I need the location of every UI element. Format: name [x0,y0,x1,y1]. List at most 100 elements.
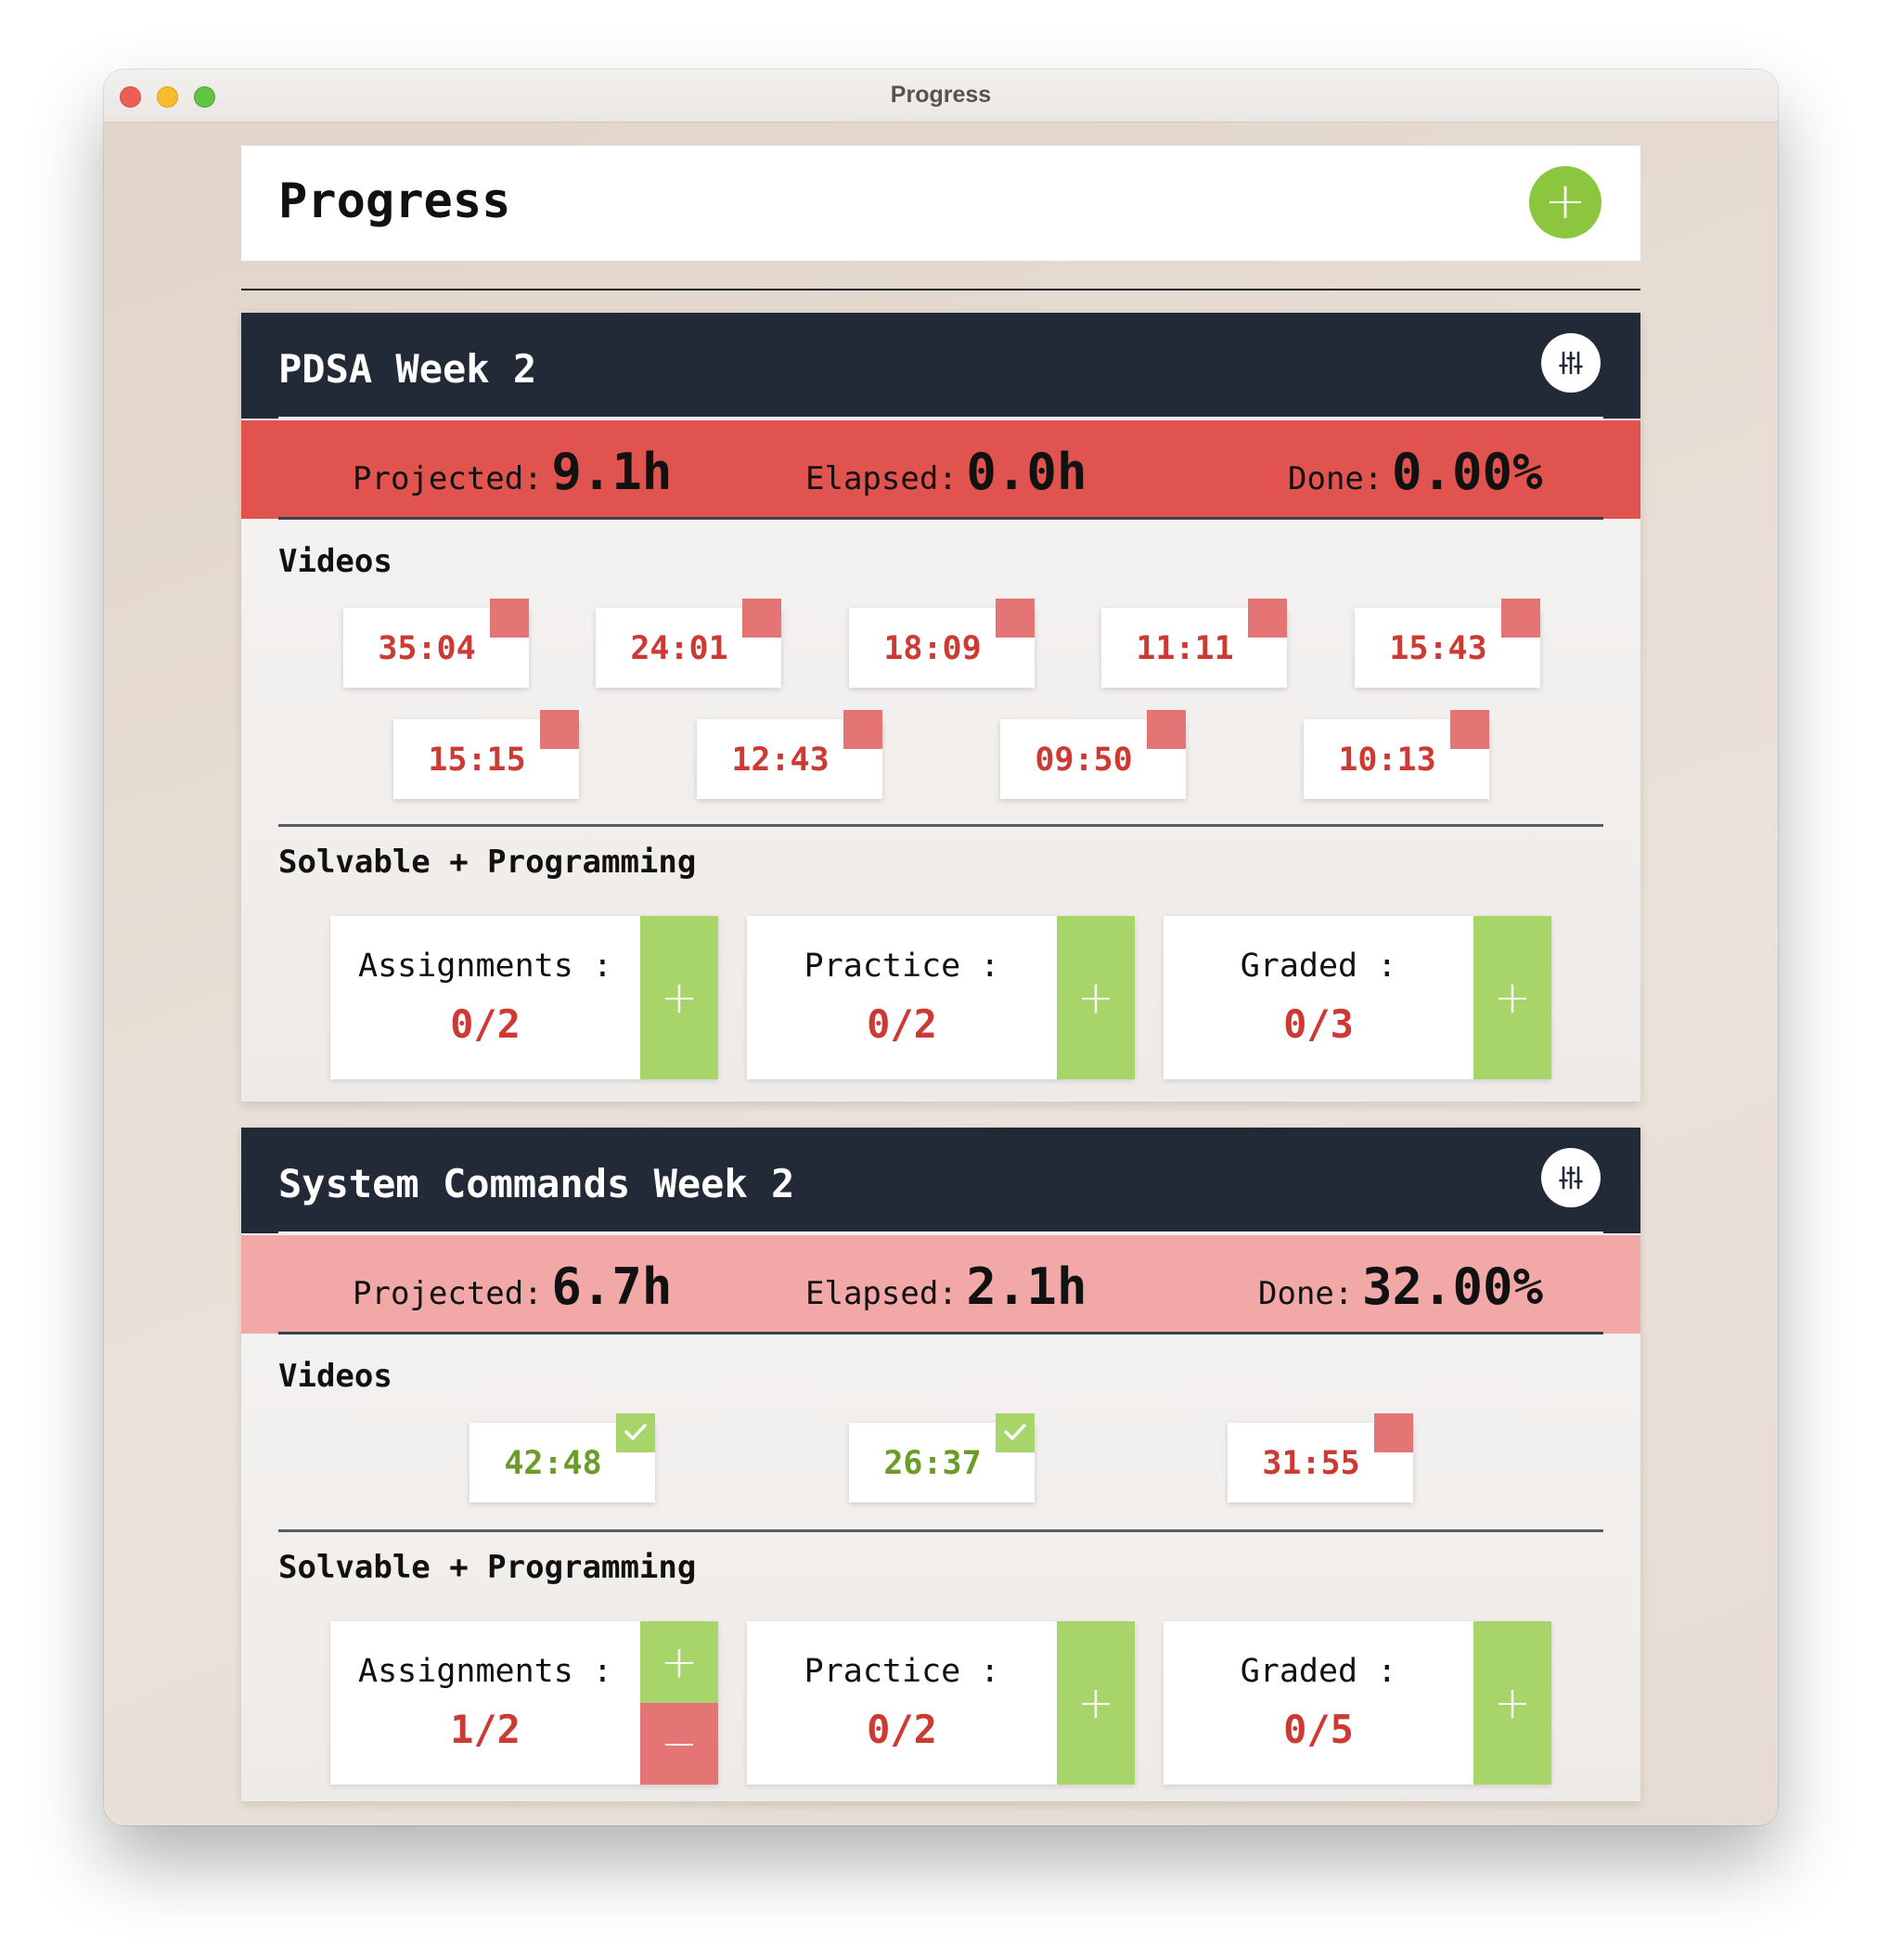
plus-icon: + [1544,172,1587,230]
video-tile[interactable]: 31:55 [1228,1413,1413,1502]
video-tile[interactable]: 15:15 [393,710,579,799]
counter-value: 0/5 [1283,1707,1354,1752]
plus-icon: + [660,1636,699,1688]
graded-counter: Graded : 0/5 + [1164,1621,1551,1785]
counter-value: 0/3 [1283,1001,1354,1047]
video-tile[interactable]: 15:43 [1355,599,1540,688]
increment-button[interactable]: + [1473,916,1551,1079]
video-unwatched-checkbox[interactable] [1450,710,1489,749]
increment-button[interactable]: + [1057,916,1135,1079]
done-stat: Done: 32.00% [1258,1257,1544,1316]
plus-icon: + [1493,972,1532,1024]
video-duration: 35:04 [378,630,476,667]
close-window-button[interactable] [120,86,141,108]
video-tile[interactable]: 10:13 [1304,710,1489,799]
video-unwatched-checkbox[interactable] [1248,599,1287,638]
elapsed-stat: Elapsed: 0.0h [805,443,1087,501]
header-divider [241,289,1640,290]
counter-label: Graded : [1240,1653,1397,1690]
video-duration: 12:43 [731,741,830,779]
course-title: System Commands Week 2 [278,1161,795,1206]
sliders-icon [1559,351,1583,375]
video-unwatched-checkbox[interactable] [540,710,579,749]
counter-label: Practice : [804,948,1000,985]
video-duration: 11:11 [1136,630,1234,667]
video-tile[interactable]: 24:01 [596,599,781,688]
video-duration: 10:13 [1338,741,1436,779]
videos-label: Videos [278,1358,392,1395]
assignments-counter: Assignments : 0/2 + [330,916,718,1079]
video-duration: 18:09 [883,630,982,667]
video-unwatched-checkbox[interactable] [1147,710,1186,749]
video-tile[interactable]: 26:37 [849,1413,1035,1502]
video-duration: 31:55 [1262,1445,1360,1482]
course-card-pdsa: PDSA Week 2 Projected: 9.1h [241,313,1640,1102]
assignments-counter: Assignments : 1/2 + − [330,1621,718,1785]
add-course-button[interactable]: + [1529,166,1601,239]
counter-value: 0/2 [867,1001,937,1047]
video-unwatched-checkbox[interactable] [843,710,882,749]
page-title: Progress [278,174,511,229]
course-header: System Commands Week 2 [241,1128,1640,1235]
course-card-system-commands: System Commands Week 2 Projected: 6.7h [241,1128,1640,1801]
counter-label: Practice : [804,1653,1000,1690]
counter-label: Assignments : [358,1653,612,1690]
projected-stat: Projected: 9.1h [353,443,673,501]
video-unwatched-checkbox[interactable] [996,599,1035,638]
increment-button[interactable]: + [640,916,718,1079]
maximize-window-button[interactable] [194,86,215,108]
video-duration: 42:48 [504,1445,602,1482]
course-settings-button[interactable] [1541,1148,1601,1207]
done-stat: Done: 0.00% [1288,443,1543,501]
increment-button[interactable]: + [1473,1621,1551,1785]
elapsed-stat: Elapsed: 2.1h [805,1257,1087,1316]
increment-button[interactable]: + [1057,1621,1135,1785]
header-underline [278,1231,1603,1235]
video-watched-checkbox[interactable] [616,1413,655,1452]
counter-value: 0/2 [867,1707,937,1752]
video-unwatched-checkbox[interactable] [1374,1413,1413,1452]
sliders-icon [1559,1166,1583,1190]
video-tile[interactable]: 42:48 [470,1413,655,1502]
video-duration: 15:43 [1389,630,1487,667]
counter-label: Graded : [1240,948,1397,985]
checkmark-icon [1004,1424,1026,1440]
videos-label: Videos [278,543,392,580]
graded-counter: Graded : 0/3 + [1164,916,1551,1079]
course-settings-button[interactable] [1541,333,1601,393]
video-tile[interactable]: 12:43 [697,710,882,799]
course-title: PDSA Week 2 [278,346,537,392]
plus-icon: + [1076,1677,1115,1729]
video-unwatched-checkbox[interactable] [490,599,529,638]
practice-counter: Practice : 0/2 + [747,916,1135,1079]
video-duration: 26:37 [883,1445,982,1482]
stats-underline [278,517,1603,520]
course-header: PDSA Week 2 [241,313,1640,420]
increment-button[interactable]: + [640,1621,718,1703]
solvable-label: Solvable + Programming [278,844,697,881]
video-tile[interactable]: 09:50 [1000,710,1186,799]
practice-counter: Practice : 0/2 + [747,1621,1135,1785]
title-bar: Progress [104,70,1778,122]
video-tile[interactable]: 11:11 [1101,599,1287,688]
video-tile[interactable]: 35:04 [343,599,529,688]
header-underline [278,417,1603,420]
solvable-label: Solvable + Programming [278,1549,697,1586]
video-watched-checkbox[interactable] [996,1413,1035,1452]
section-divider [278,824,1603,827]
decrement-button[interactable]: − [640,1703,718,1785]
video-duration: 09:50 [1035,741,1133,779]
counter-value: 1/2 [450,1707,521,1752]
section-divider [278,1529,1603,1532]
course-stats-bar: Projected: 6.7h Elapsed: 2.1h Done: 32.0… [241,1235,1640,1335]
plus-icon: + [1076,972,1115,1024]
projected-stat: Projected: 6.7h [353,1257,673,1316]
video-unwatched-checkbox[interactable] [1501,599,1540,638]
video-unwatched-checkbox[interactable] [742,599,781,638]
plus-icon: + [1493,1677,1532,1729]
checkmark-icon [624,1424,647,1440]
video-tile[interactable]: 18:09 [849,599,1035,688]
minimize-window-button[interactable] [157,86,178,108]
app-window: Progress Progress + PDSA Week 2 [104,70,1778,1825]
stats-underline [278,1332,1603,1335]
